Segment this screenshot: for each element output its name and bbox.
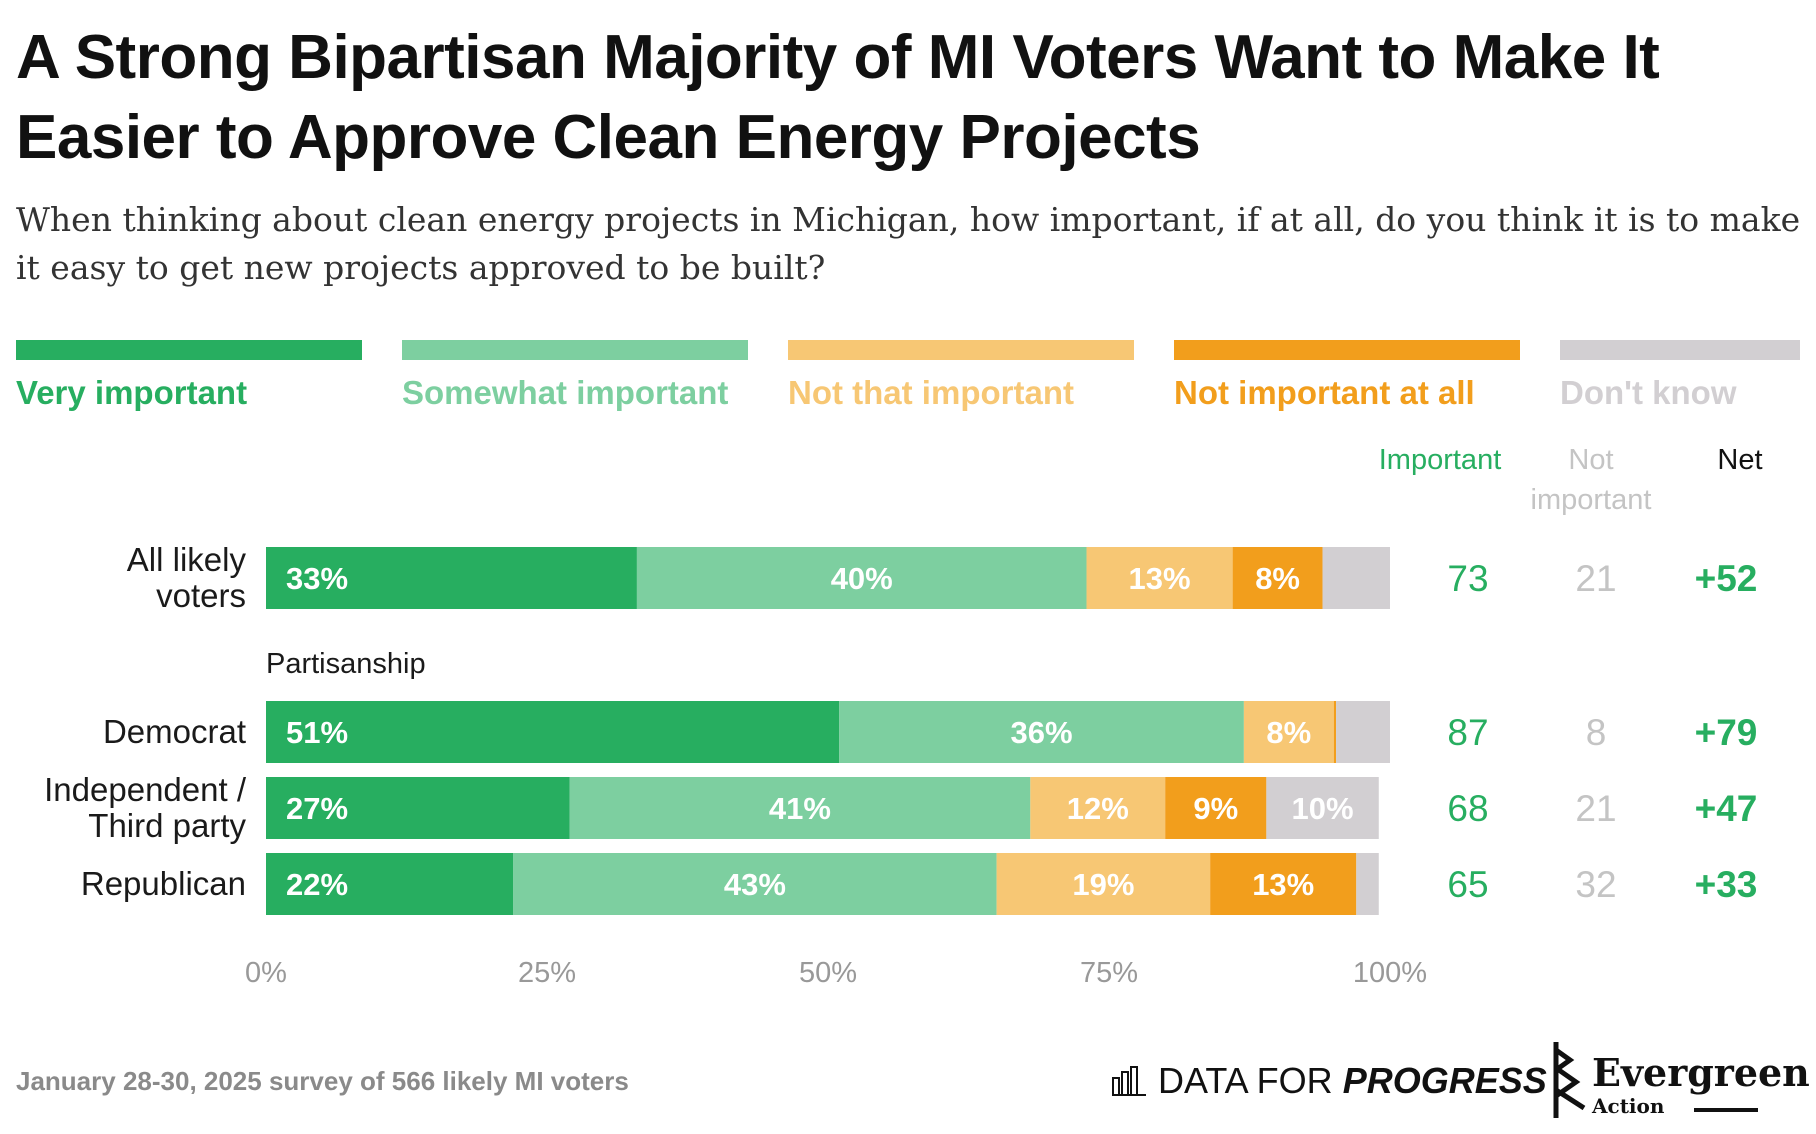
group-label-partisanship: Partisanship bbox=[266, 648, 426, 680]
bar-segment bbox=[1333, 701, 1337, 763]
net-value: +47 bbox=[1695, 788, 1758, 829]
x-tick-label: 100% bbox=[1353, 957, 1427, 989]
bar-segment bbox=[569, 777, 1031, 839]
data-label: 43% bbox=[724, 867, 786, 902]
legend-swatch bbox=[788, 340, 1134, 360]
legend-label: Not that important bbox=[788, 374, 1074, 411]
bar-segment bbox=[266, 777, 570, 839]
data-label: 10% bbox=[1292, 791, 1354, 826]
not-important-value: 8 bbox=[1586, 712, 1607, 753]
bar-segment bbox=[1322, 547, 1390, 609]
bar-segment bbox=[1030, 777, 1166, 839]
data-label: 9% bbox=[1193, 791, 1238, 826]
legend-label: Not important at all bbox=[1174, 374, 1475, 411]
evergreen-logo-sub: Action bbox=[1592, 1094, 1665, 1118]
evergreen-logo-name: Evergreen bbox=[1592, 1050, 1810, 1095]
legend-item: Not important at all bbox=[1174, 340, 1520, 412]
important-value: 68 bbox=[1447, 788, 1488, 829]
bar-segment bbox=[1232, 547, 1323, 609]
dfp-logo-text: DATA FOR bbox=[1158, 1060, 1333, 1101]
bar-segment bbox=[996, 853, 1211, 915]
important-value: 73 bbox=[1447, 558, 1488, 599]
legend-item: Somewhat important bbox=[402, 340, 748, 412]
x-tick-label: 50% bbox=[799, 957, 857, 989]
data-label: 22% bbox=[286, 867, 348, 902]
legend-label: Very important bbox=[16, 374, 248, 411]
not-important-value: 32 bbox=[1575, 864, 1616, 905]
dfp-logo-text-bold: PROGRESS bbox=[1342, 1060, 1547, 1101]
x-tick-label: 0% bbox=[245, 957, 287, 989]
data-label: 13% bbox=[1129, 561, 1191, 596]
evergreen-action-logo: Evergreen Action bbox=[1546, 1040, 1810, 1120]
important-value: 65 bbox=[1447, 864, 1488, 905]
bar-segment bbox=[1336, 701, 1390, 763]
bar-segment bbox=[266, 547, 637, 609]
bar-segment bbox=[1266, 777, 1379, 839]
net-value: +79 bbox=[1695, 712, 1758, 753]
not-important-value: 21 bbox=[1575, 558, 1616, 599]
bar-segment bbox=[513, 853, 997, 915]
category-label: Third party bbox=[88, 807, 246, 844]
legend-item: Very important bbox=[16, 340, 362, 412]
data-label: 51% bbox=[286, 715, 348, 750]
legend-swatch bbox=[402, 340, 748, 360]
legend-label: Somewhat important bbox=[402, 374, 729, 411]
survey-source-note: January 28-30, 2025 survey of 566 likely… bbox=[16, 1066, 629, 1096]
legend-swatch bbox=[16, 340, 362, 360]
bar-segment bbox=[1210, 853, 1357, 915]
evergreen-tree-icon bbox=[1553, 1042, 1586, 1118]
bar-segment bbox=[1356, 853, 1379, 915]
data-label: 19% bbox=[1072, 867, 1134, 902]
column-header-net: Net bbox=[1717, 444, 1763, 476]
evergreen-logo-underline bbox=[1694, 1108, 1758, 1112]
bar-segment bbox=[839, 701, 1244, 763]
data-label: 13% bbox=[1252, 867, 1314, 902]
data-label: 41% bbox=[769, 791, 831, 826]
bar-segment bbox=[1165, 777, 1267, 839]
bar-segment bbox=[1086, 547, 1233, 609]
net-value: +52 bbox=[1695, 558, 1758, 599]
data-label: 36% bbox=[1011, 715, 1073, 750]
data-label: 8% bbox=[1266, 715, 1311, 750]
data-label: 8% bbox=[1255, 561, 1300, 596]
data-label: 12% bbox=[1067, 791, 1129, 826]
x-tick-label: 75% bbox=[1080, 957, 1138, 989]
column-header-important: Important bbox=[1378, 444, 1502, 476]
legend-swatch bbox=[1174, 340, 1520, 360]
legend: Very important Somewhat important Not that… bbox=[16, 340, 1806, 420]
bar-segment bbox=[266, 701, 840, 763]
legend-item: Don't know bbox=[1560, 340, 1800, 412]
not-important-value: 21 bbox=[1575, 788, 1616, 829]
chart-subtitle: When thinking about clean energy project… bbox=[16, 200, 1801, 287]
bar-chart-icon bbox=[1112, 1066, 1146, 1096]
chart-title: A Strong Bipartisan Majority of MI Voter… bbox=[16, 23, 1660, 172]
category-label: Independent / bbox=[44, 771, 247, 808]
category-label: Republican bbox=[81, 865, 246, 902]
x-tick-label: 25% bbox=[518, 957, 576, 989]
bar-segment bbox=[636, 547, 1087, 609]
data-label: 40% bbox=[831, 561, 893, 596]
legend-label: Don't know bbox=[1560, 374, 1737, 411]
data-label: 33% bbox=[286, 561, 348, 596]
data-label: 27% bbox=[286, 791, 348, 826]
legend-item: Not that important bbox=[788, 340, 1134, 412]
column-header-not-important: Not important bbox=[1530, 444, 1652, 516]
important-value: 87 bbox=[1447, 712, 1488, 753]
legend-swatch bbox=[1560, 340, 1800, 360]
category-label: Democrat bbox=[103, 713, 246, 750]
data-for-progress-logo: DATA FOR PROGRESS bbox=[1112, 1060, 1547, 1102]
bar-segment bbox=[1243, 701, 1334, 763]
category-label: All likely bbox=[127, 541, 247, 578]
bar-segment bbox=[266, 853, 514, 915]
category-label: voters bbox=[156, 577, 246, 614]
net-value: +33 bbox=[1695, 864, 1758, 905]
